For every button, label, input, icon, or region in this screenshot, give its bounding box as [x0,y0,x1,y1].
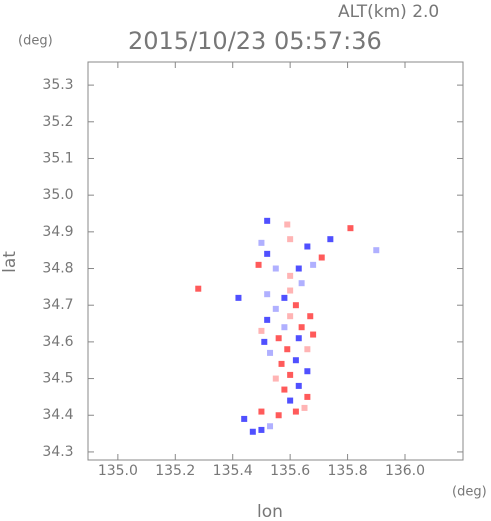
radar-point [281,294,288,301]
radar-point [249,428,256,435]
radar-point [347,225,354,232]
radar-point [287,287,294,294]
radar-point [272,375,279,382]
plot-frame [87,61,464,461]
radar-point [304,393,311,400]
radar-point [373,247,380,254]
y-tick-label: 34.5 [42,371,73,387]
radar-point [287,397,294,404]
y-axis-label: lat [0,251,20,273]
radar-point [318,254,325,261]
radar-point [195,285,202,292]
radar-point [307,313,314,320]
y-tick-label: 34.7 [42,297,73,313]
radar-point [258,426,265,433]
radar-point [264,250,271,257]
radar-point [287,272,294,279]
y-tick-label: 35.1 [42,150,73,166]
y-tick-label: 35.2 [42,114,73,130]
radar-point [272,265,279,272]
radar-point [295,265,302,272]
y-tick-label: 34.6 [42,334,73,350]
radar-point [261,338,268,345]
radar-point [301,404,308,411]
radar-point [327,236,334,243]
radar-point [258,239,265,246]
radar-point [287,236,294,243]
radar-point [304,346,311,353]
x-unit: (deg) [452,485,487,500]
radar-point [310,331,317,338]
y-tick-label: 35.0 [42,187,73,203]
radar-point [235,294,242,301]
y-tick-label: 34.3 [42,444,73,460]
radar-point [292,357,299,364]
radar-point [258,327,265,334]
annotation: ALT(km) 2.0 [338,2,439,22]
radar-point [295,382,302,389]
radar-point [264,217,271,224]
radar-point [264,291,271,298]
y-tick-label: 34.8 [42,261,73,277]
radar-point [267,423,274,430]
radar-point [281,324,288,331]
radar-point [264,316,271,323]
x-tick-label: 136.0 [385,463,425,479]
radar-point [275,335,282,342]
x-tick-label: 135.6 [270,463,310,479]
y-tick-label: 34.4 [42,407,73,423]
radar-point [287,371,294,378]
chart-title: 2015/10/23 05:57:36 [128,27,382,55]
radar-point [287,313,294,320]
radar-point [292,302,299,309]
radar-point [278,360,285,367]
radar-point [258,408,265,415]
radar-point [298,280,305,287]
radar-point [275,412,282,419]
radar-point [304,368,311,375]
radar-point [284,221,291,228]
radar-point [310,261,317,268]
x-tick-label: 135.8 [328,463,368,479]
radar-point [284,346,291,353]
radar-point [241,415,248,422]
x-tick-label: 135.0 [98,463,138,479]
x-axis-label: lon [257,502,283,521]
radar-point [298,324,305,331]
y-tick-label: 34.9 [42,224,73,240]
y-unit: (deg) [18,34,53,49]
radar-point [255,261,262,268]
x-tick-label: 135.2 [155,463,195,479]
x-tick-label: 135.4 [213,463,253,479]
radar-point [295,335,302,342]
y-tick-label: 35.3 [42,77,73,93]
radar-point [267,349,274,356]
radar-point [281,386,288,393]
radar-point [292,408,299,415]
radar-point [304,243,311,250]
radar-point [272,305,279,312]
